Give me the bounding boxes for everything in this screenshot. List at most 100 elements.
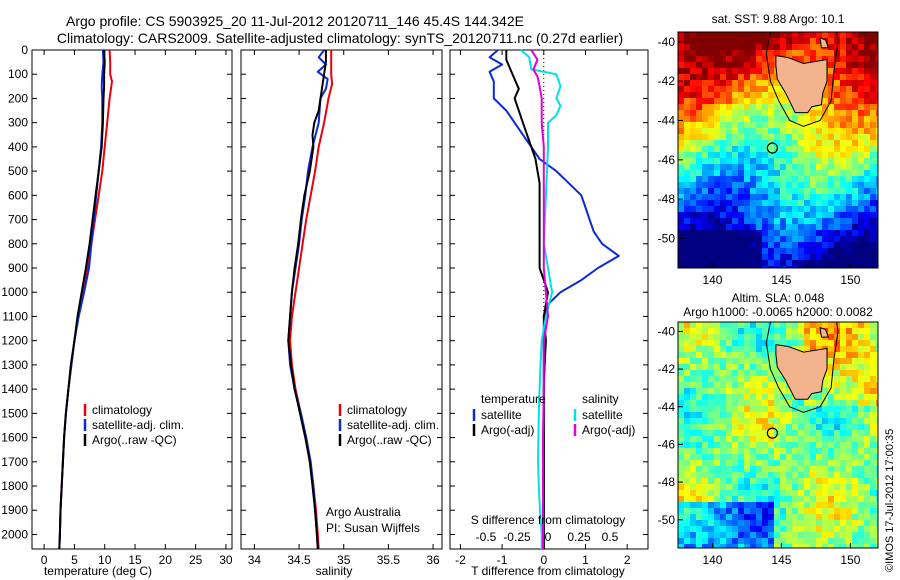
map-cell — [858, 334, 864, 340]
map-cell — [774, 532, 780, 538]
map-cell — [678, 394, 684, 400]
map-cell — [828, 152, 834, 158]
map-cell — [858, 188, 864, 194]
map-cell — [876, 266, 878, 268]
map-cell — [762, 152, 768, 158]
map-cell — [828, 496, 834, 502]
map-cell — [858, 56, 864, 62]
map-cell — [816, 140, 822, 146]
map-cell — [768, 266, 774, 268]
map-cell — [768, 448, 774, 454]
map-cell — [762, 176, 768, 182]
map-cell — [834, 328, 840, 334]
map-cell — [816, 400, 822, 406]
map-cell — [762, 158, 768, 164]
map-cell — [780, 538, 786, 544]
map-cell — [678, 266, 684, 268]
map-cell — [792, 200, 798, 206]
map-cell — [810, 158, 816, 164]
map-cell — [798, 538, 804, 544]
map-cell — [792, 466, 798, 472]
map-cell — [732, 448, 738, 454]
map-cell — [840, 242, 846, 248]
map-cell — [762, 442, 768, 448]
map-cell — [750, 248, 756, 254]
map-cell — [798, 224, 804, 230]
map-cell — [762, 352, 768, 358]
map-cell — [750, 442, 756, 448]
map-cell — [822, 248, 828, 254]
map-cell — [678, 442, 684, 448]
map-cell — [726, 248, 732, 254]
map-cell — [696, 442, 702, 448]
map-cell — [744, 508, 750, 514]
map-cell — [876, 418, 878, 424]
map-cell — [762, 248, 768, 254]
map-cell — [780, 400, 786, 406]
map-cell — [750, 388, 756, 394]
map-cell — [702, 194, 708, 200]
map-cell — [810, 104, 816, 110]
map-cell — [786, 448, 792, 454]
map-cell — [768, 116, 774, 122]
map-cell — [678, 460, 684, 466]
map-cell — [720, 242, 726, 248]
temperature-axis-label: temperature (deg C) — [44, 564, 152, 578]
map-cell — [852, 388, 858, 394]
depth-contour — [765, 31, 839, 127]
map-cell — [696, 74, 702, 80]
map-cell — [780, 490, 786, 496]
tasmania-landmass — [775, 344, 828, 400]
map-cell — [720, 376, 726, 382]
map-cell — [774, 50, 780, 56]
map-cell — [738, 188, 744, 194]
plot-frame — [240, 49, 443, 550]
map-cell — [816, 128, 822, 134]
map-cell — [744, 472, 750, 478]
map-cell — [816, 328, 822, 334]
map-cell — [858, 382, 864, 388]
map-cell — [870, 358, 876, 364]
map-cell — [726, 466, 732, 472]
map-cell — [732, 140, 738, 146]
map-cell — [726, 182, 732, 188]
map-cell — [756, 520, 762, 526]
map-cell — [792, 56, 798, 62]
map-cell — [750, 230, 756, 236]
map-cell — [726, 352, 732, 358]
map-cell — [792, 152, 798, 158]
map-cell — [708, 140, 714, 146]
map-cell — [744, 248, 750, 254]
map-cell — [804, 526, 810, 532]
map-cell — [792, 218, 798, 224]
map-cell — [870, 260, 876, 266]
map-cell — [738, 122, 744, 128]
map-cell — [720, 346, 726, 352]
map-cell — [786, 520, 792, 526]
map-cell — [756, 394, 762, 400]
map-cell — [858, 212, 864, 218]
map-cell — [714, 430, 720, 436]
map-cell — [798, 484, 804, 490]
map-cell — [858, 194, 864, 200]
map-cell — [828, 388, 834, 394]
map-cell — [726, 460, 732, 466]
map-cell — [846, 448, 852, 454]
map-cell — [678, 508, 684, 514]
map-cell — [822, 128, 828, 134]
map-cell — [756, 418, 762, 424]
map-cell — [852, 182, 858, 188]
map-cell — [798, 472, 804, 478]
map-cell — [876, 224, 878, 230]
map-cell — [696, 520, 702, 526]
map-cell — [792, 328, 798, 334]
map-cell — [720, 328, 726, 334]
map-cell — [864, 116, 870, 122]
map-cell — [810, 478, 816, 484]
map-cell — [750, 254, 756, 260]
map-cell — [858, 430, 864, 436]
map-cell — [816, 230, 822, 236]
map-cell — [858, 32, 864, 38]
map-cell — [690, 334, 696, 340]
map-cell — [870, 526, 876, 532]
